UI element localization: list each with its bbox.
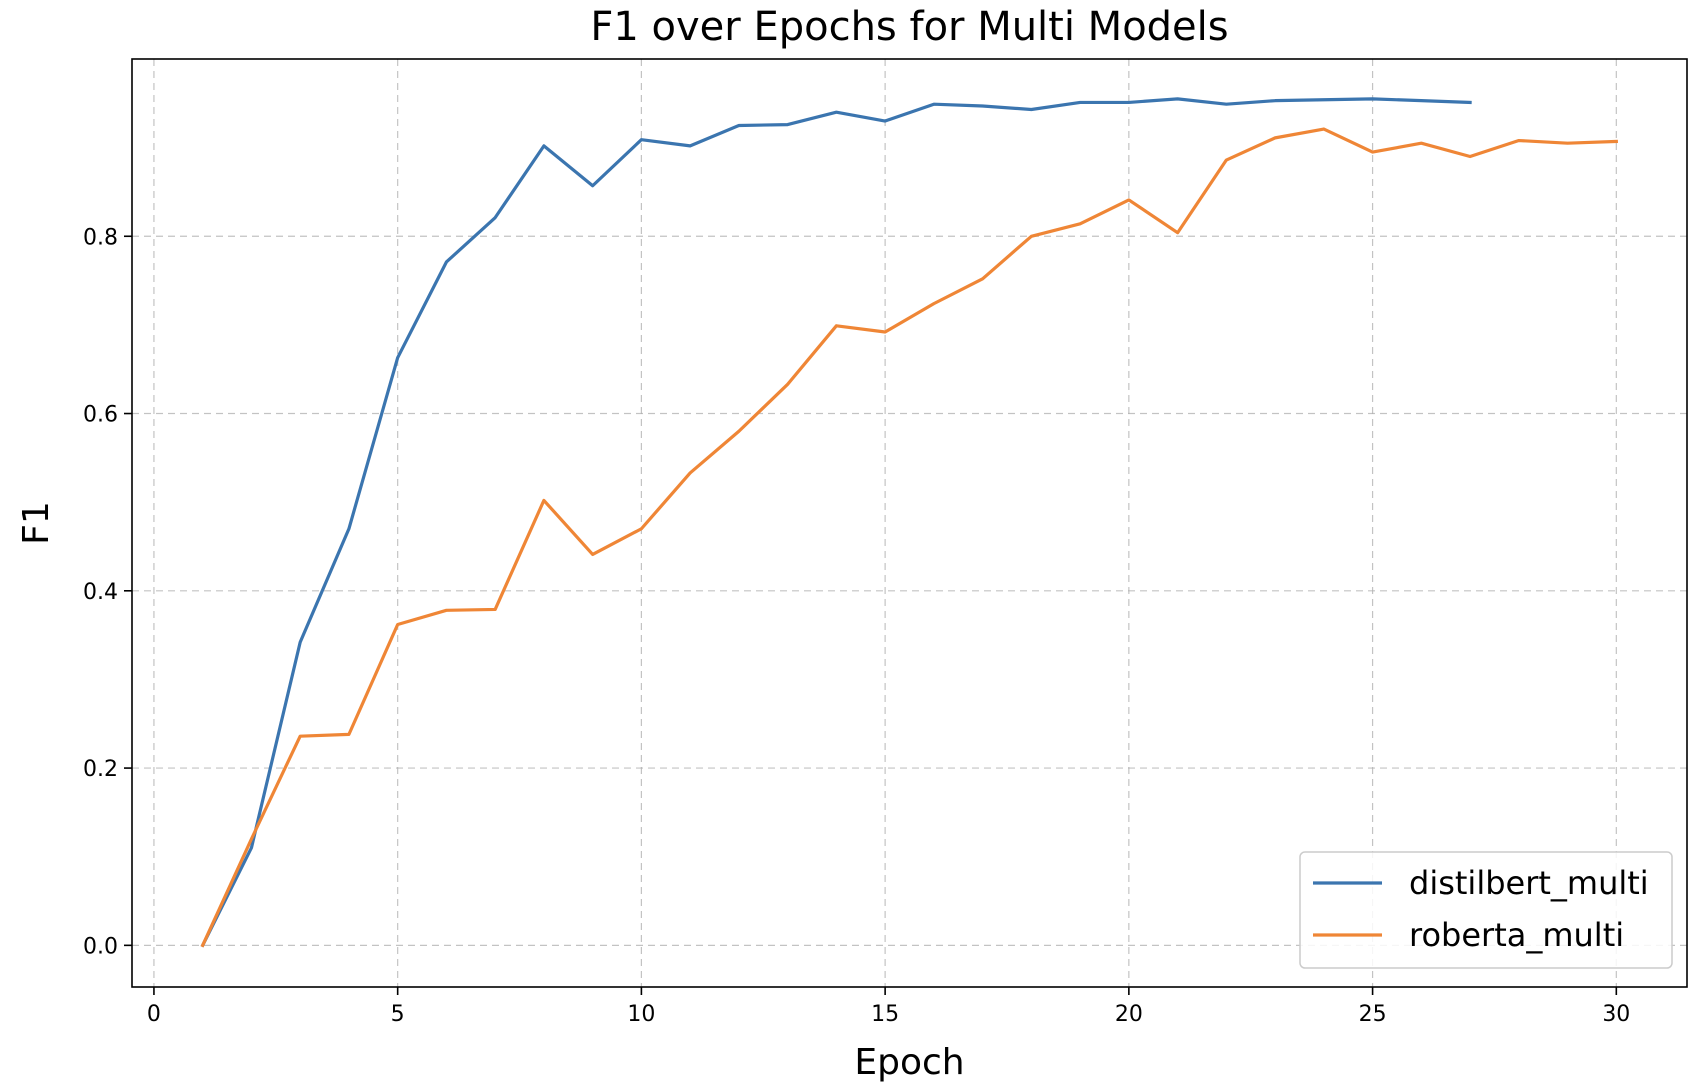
x-axis-ticks: 0 5 10 15 20 25 30 xyxy=(147,987,1630,1027)
y-axis-title: F1 xyxy=(16,501,57,545)
x-tick-label: 30 xyxy=(1602,1002,1630,1027)
legend-box xyxy=(1299,851,1673,969)
grid xyxy=(132,59,1687,987)
series-lines xyxy=(200,97,1618,948)
legend: distilbert_multi roberta_multi xyxy=(1299,851,1673,969)
series-line-roberta_multi xyxy=(200,127,1618,948)
y-axis-ticks: 0.0 0.2 0.4 0.6 0.8 xyxy=(83,225,132,959)
y-tick-label: 0.8 xyxy=(83,225,118,250)
series-line-distilbert_multi xyxy=(200,97,1472,948)
y-tick-label: 0.6 xyxy=(83,403,118,428)
legend-label: roberta_multi xyxy=(1409,916,1624,954)
y-tick-label: 0.2 xyxy=(83,757,118,782)
x-tick-label: 10 xyxy=(627,1002,655,1027)
y-tick-label: 0.4 xyxy=(83,580,118,605)
x-tick-label: 0 xyxy=(147,1002,161,1027)
x-axis-title: Epoch xyxy=(854,1042,964,1083)
y-tick-label: 0.0 xyxy=(83,934,118,959)
plot-frame xyxy=(131,58,1688,988)
x-tick-label: 20 xyxy=(1115,1002,1143,1027)
x-tick-label: 15 xyxy=(871,1002,899,1027)
x-tick-label: 5 xyxy=(391,1002,405,1027)
legend-label: distilbert_multi xyxy=(1409,864,1649,902)
x-tick-label: 25 xyxy=(1359,1002,1387,1027)
chart-title: F1 over Epochs for Multi Models xyxy=(590,4,1228,50)
